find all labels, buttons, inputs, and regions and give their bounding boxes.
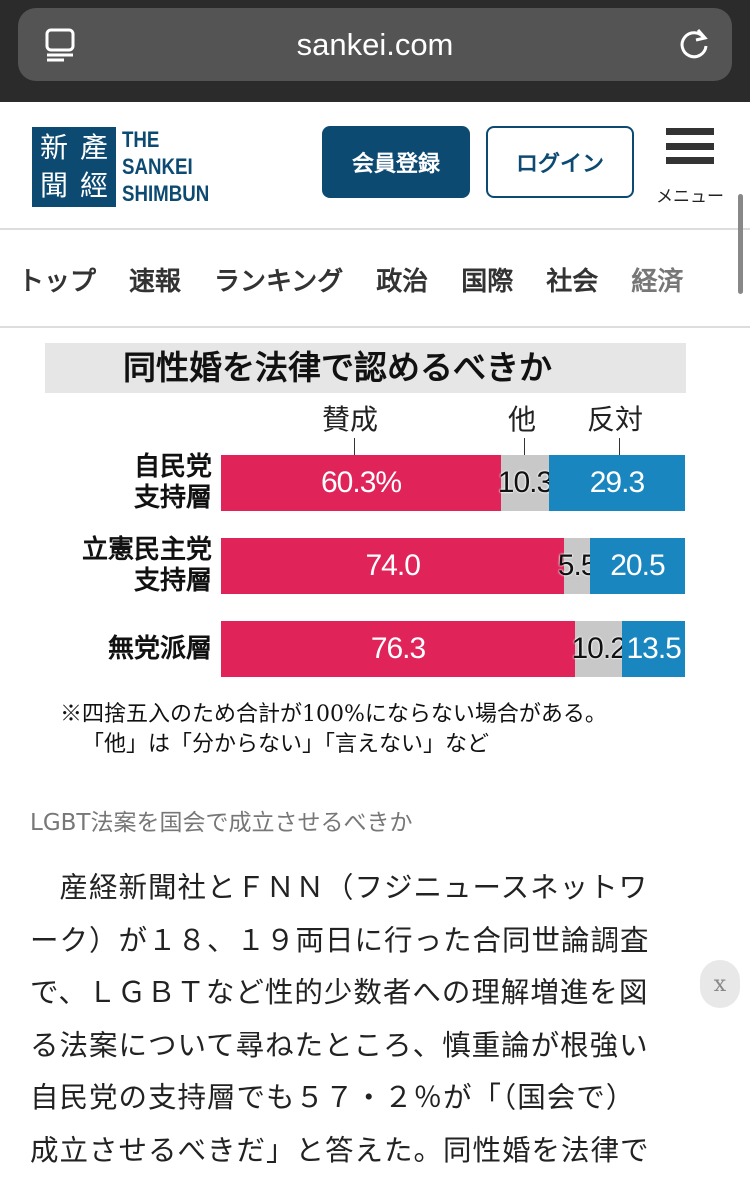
bar-segment-yes: 60.3%	[221, 455, 502, 511]
bar-segment-yes: 76.3	[221, 621, 576, 677]
chart-note: 「他」は「分からない」「言えない」など	[82, 732, 490, 757]
chart-notes: ※四捨五入のため合計が100%にならない場合がある。 「他」は「分からない」「言…	[60, 700, 607, 760]
image-caption: LGBT法案を国会で成立させるべきか	[30, 810, 413, 836]
logo-line: THE	[122, 127, 160, 152]
article-line: 成立させるべきだ」と答えた。同性婚を法律で	[30, 1133, 650, 1167]
row-label-line: 立憲民主党	[81, 535, 212, 565]
legend-yes: 賛成	[322, 403, 379, 436]
browser-toolbar: sankei.com	[0, 0, 750, 102]
bar-segment-other: 10.2	[572, 621, 627, 677]
logo-emblem: 新 產 聞 經	[32, 126, 116, 207]
nav-item-society[interactable]: 社会	[546, 266, 599, 297]
legend-tick	[354, 438, 355, 456]
url-text: sankei.com	[296, 26, 454, 62]
site-header: 新 產 聞 經 THE SANKEI SHIMBUN 会員登録 ログイン メニュ…	[0, 102, 750, 230]
row-label-line: 支持層	[133, 483, 212, 513]
logo-line: SANKEI	[122, 154, 193, 179]
bar-segment-other: 5.5	[558, 538, 597, 594]
tab-overview-icon[interactable]	[44, 28, 76, 62]
logo-wordmark: THE SANKEI SHIMBUN	[122, 126, 209, 207]
article-line: で、ＬＧＢＴなど性的少数者への理解増進を図	[30, 976, 649, 1010]
bar-segment-no: 20.5	[589, 538, 685, 594]
page-scrollbar[interactable]	[738, 194, 743, 294]
bar-segment-other: 10.3	[498, 455, 553, 511]
reload-icon[interactable]	[676, 26, 712, 62]
bar-segment-no: 13.5	[622, 621, 685, 677]
nav-item-breaking[interactable]: 速報	[129, 266, 182, 297]
nav-item-politics[interactable]: 政治	[376, 266, 429, 297]
close-ad-button[interactable]: x	[700, 960, 740, 1008]
menu-button[interactable]: メニュー	[650, 128, 730, 207]
article-line: 自民党の支持層でも５７・２％が「（国会で）	[30, 1081, 636, 1115]
nav-item-international[interactable]: 国際	[461, 266, 514, 297]
logo-char: 經	[79, 168, 108, 202]
article-body: 産経新聞社とＦＮＮ（フジニュースネットワ ーク）が１８、１９両日に行った合同世論…	[30, 862, 730, 1178]
sankei-logo[interactable]: 新 產 聞 經 THE SANKEI SHIMBUN	[32, 126, 225, 207]
article-line: ーク）が１８、１９両日に行った合同世論調査	[30, 923, 650, 957]
logo-char: 產	[79, 130, 108, 164]
nav-item-top[interactable]: トップ	[18, 266, 97, 297]
category-nav: トップ 速報 ランキング 政治 国際 社会 経済	[0, 232, 750, 328]
article-line: 産経新聞社とＦＮＮ（フジニュースネットワ	[30, 871, 649, 904]
row-label-line: 無党派層	[107, 633, 212, 664]
hamburger-icon	[666, 128, 714, 164]
logo-char: 聞	[39, 168, 68, 202]
row-label: 自民党 支持層	[40, 452, 212, 514]
chart-note: ※四捨五入のため合計が100%にならない場合がある。	[60, 702, 607, 727]
register-button[interactable]: 会員登録	[322, 126, 470, 198]
poll-chart-image: 同性婚を法律で認めるべきか 賛成 他 反対 ※四捨五入のため合計が100%になら…	[0, 330, 750, 770]
legend-other: 他	[508, 403, 537, 436]
row-label-line: 自民党	[133, 452, 212, 482]
legend-tick	[524, 438, 525, 456]
row-label-line: 支持層	[133, 566, 212, 596]
article-line: る法案について尋ねたところ、慎重論が根強い	[30, 1028, 649, 1062]
nav-item-economy[interactable]: 経済	[631, 266, 684, 297]
bar-segment-yes: 74.0	[221, 538, 565, 594]
login-button[interactable]: ログイン	[486, 126, 634, 198]
row-label: 立憲民主党 支持層	[40, 535, 212, 597]
logo-line: SHIMBUN	[122, 181, 210, 206]
row-label: 無党派層	[40, 634, 212, 665]
chart-title: 同性婚を法律で認めるべきか	[45, 343, 686, 393]
address-bar[interactable]: sankei.com	[18, 8, 732, 81]
legend-tick	[619, 438, 620, 456]
logo-char: 新	[39, 130, 68, 164]
legend-no: 反対	[587, 403, 644, 436]
bar-segment-no: 29.3	[548, 455, 685, 511]
menu-label: メニュー	[656, 187, 724, 207]
nav-item-ranking[interactable]: ランキング	[214, 266, 344, 297]
